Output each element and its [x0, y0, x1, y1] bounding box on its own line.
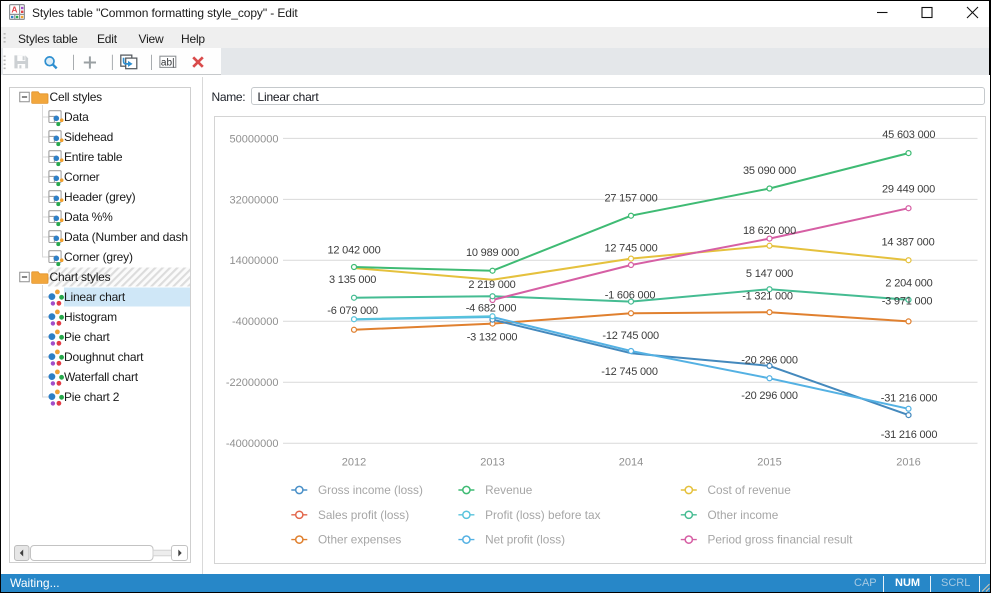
svg-text:-22000000: -22000000 — [226, 377, 279, 389]
svg-text:32000000: 32000000 — [230, 194, 279, 206]
svg-text:Doughnut chart: Doughnut chart — [64, 350, 144, 364]
svg-text:35 090 000: 35 090 000 — [743, 165, 796, 177]
svg-text:Pie chart: Pie chart — [64, 330, 110, 344]
svg-text:2 204 000: 2 204 000 — [885, 277, 932, 289]
svg-text:29 449 000: 29 449 000 — [882, 184, 935, 196]
svg-text:Corner: Corner — [64, 170, 100, 184]
svg-text:Entire table: Entire table — [64, 150, 123, 164]
svg-text:-12 745 000: -12 745 000 — [602, 330, 659, 342]
svg-text:3 135 000: 3 135 000 — [329, 274, 376, 286]
svg-text:12 042 000: 12 042 000 — [327, 244, 380, 256]
svg-text:Chart styles: Chart styles — [50, 270, 111, 284]
svg-text:ab|: ab| — [161, 57, 175, 68]
svg-text:5 147 000: 5 147 000 — [746, 268, 793, 280]
svg-text:-3 971 000: -3 971 000 — [882, 296, 933, 308]
svg-text:Histogram: Histogram — [64, 310, 117, 324]
svg-text:Revenue: Revenue — [485, 483, 533, 497]
svg-text:A: A — [11, 5, 17, 15]
svg-text:14000000: 14000000 — [230, 255, 279, 267]
svg-text:10 989 000: 10 989 000 — [466, 247, 519, 259]
svg-text:Linear chart: Linear chart — [64, 290, 126, 304]
svg-text:2016: 2016 — [896, 457, 920, 469]
svg-text:-20 296 000: -20 296 000 — [741, 390, 798, 402]
svg-text:2 219 000: 2 219 000 — [468, 279, 515, 291]
svg-text:Sidehead: Sidehead — [64, 130, 113, 144]
svg-text:Corner (grey): Corner (grey) — [64, 250, 133, 264]
svg-text:Waterfall chart: Waterfall chart — [64, 370, 139, 384]
svg-text:2013: 2013 — [480, 457, 504, 469]
svg-text:27 157 000: 27 157 000 — [604, 192, 657, 204]
svg-text:-3 132 000: -3 132 000 — [467, 331, 518, 343]
svg-text:-4 682 000: -4 682 000 — [466, 303, 517, 315]
svg-text:-1 321 000: -1 321 000 — [742, 290, 793, 302]
svg-text:2014: 2014 — [619, 457, 643, 469]
svg-text:-31 216 000: -31 216 000 — [881, 392, 938, 404]
svg-text:2012: 2012 — [342, 457, 366, 469]
svg-text:Header (grey): Header (grey) — [64, 190, 136, 204]
svg-text:45 603 000: 45 603 000 — [882, 129, 935, 141]
svg-text:14 387 000: 14 387 000 — [881, 237, 934, 249]
svg-text:-4000000: -4000000 — [232, 316, 279, 328]
svg-text:-20 296 000: -20 296 000 — [741, 355, 798, 367]
svg-text:-31 216 000: -31 216 000 — [881, 429, 938, 441]
svg-text:-1 606 000: -1 606 000 — [605, 290, 656, 302]
svg-text:Profit (loss) before tax: Profit (loss) before tax — [485, 508, 600, 522]
svg-text:18 620 000: 18 620 000 — [743, 225, 796, 237]
svg-text:50000000: 50000000 — [230, 133, 279, 145]
svg-text:12 745 000: 12 745 000 — [604, 243, 657, 255]
svg-text:Pie chart 2: Pie chart 2 — [64, 390, 120, 404]
svg-text:Data %%: Data %% — [64, 210, 113, 224]
svg-text:-40000000: -40000000 — [226, 438, 279, 450]
svg-text:-6 079 000: -6 079 000 — [327, 305, 378, 317]
svg-text:Sales profit (loss): Sales profit (loss) — [318, 508, 409, 522]
svg-text:Cell styles: Cell styles — [50, 90, 103, 104]
svg-text:Cost of revenue: Cost of revenue — [708, 483, 792, 497]
svg-text:Other income: Other income — [708, 508, 779, 522]
svg-text:Data: Data — [64, 110, 89, 124]
svg-text:Gross income (loss): Gross income (loss) — [318, 483, 423, 497]
svg-text:Period gross financial result: Period gross financial result — [708, 533, 854, 547]
svg-text:Net profit (loss): Net profit (loss) — [485, 533, 565, 547]
svg-text:2015: 2015 — [757, 457, 781, 469]
svg-text:-12 745 000: -12 745 000 — [601, 366, 658, 378]
svg-text:Data (Number and dash: Data (Number and dash — [64, 230, 188, 244]
svg-text:Other expenses: Other expenses — [318, 533, 401, 547]
